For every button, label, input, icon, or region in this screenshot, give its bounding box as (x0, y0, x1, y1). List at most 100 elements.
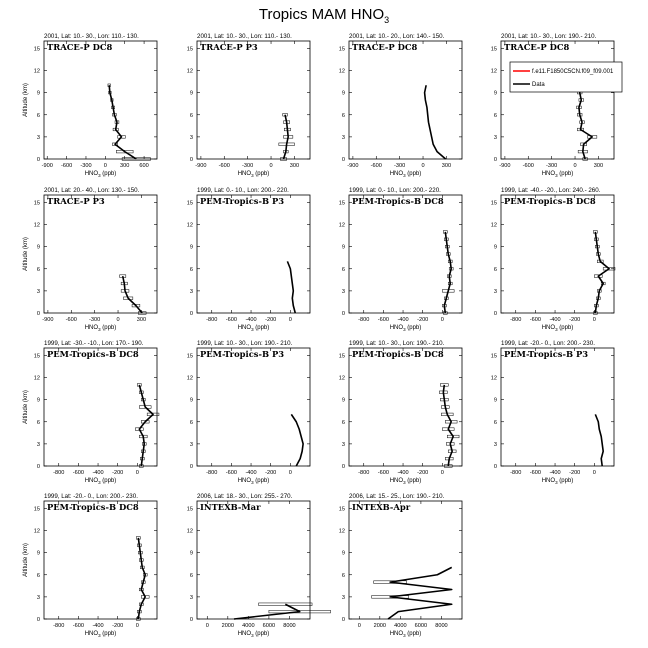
y-tick-label: 3 (190, 595, 193, 601)
y-tick-label: 6 (342, 573, 345, 579)
data-series-line (443, 231, 452, 314)
x-tick-label: -300 (394, 163, 405, 169)
x-tick-label: -300 (242, 163, 253, 169)
campaign-label: TRACE-P DC8 (47, 42, 113, 52)
y-tick-label: 3 (37, 289, 40, 295)
x-tick-label: 600 (139, 163, 148, 169)
panel-6: 1999, Lat: 0.- 10., Lon: 200.- 220. 0 3 6 9 1… (187, 187, 311, 332)
campaign-label: TRACE-P P3 (200, 42, 258, 52)
y-tick-label: 3 (494, 135, 497, 141)
data-series-line (442, 384, 454, 467)
plot-frame (43, 347, 158, 467)
panel-title: 1999, Lat: 0.- 10., Lon: 200.- 220. (349, 187, 441, 194)
legend-model-label: f.e11.F1850C5CN.f09_f09.001 (532, 69, 614, 75)
x-tick-label: -600 (378, 470, 389, 476)
x-axis-label: HNO3 (ppb) (85, 171, 117, 178)
x-tick-label: 0 (269, 163, 272, 169)
x-axis-label-subscript: 3 (251, 480, 254, 485)
y-tick-label: 3 (190, 442, 193, 448)
y-tick-label: 0 (37, 464, 40, 470)
panel-4: 2001, Lat: 10.- 30., Lon: 190.- 210. 0 3 6 9… (491, 33, 615, 178)
x-tick-label: -200 (417, 470, 428, 476)
x-axis-label-unit: (ppb) (254, 325, 270, 331)
y-tick-label: 12 (339, 69, 345, 75)
x-axis-label-unit: (ppb) (101, 325, 117, 331)
y-tick-label: 6 (37, 113, 40, 119)
y-tick-label: 12 (491, 376, 497, 382)
x-tick-label: -200 (265, 470, 276, 476)
panel-11: 1999, Lat: 10.- 30., Lon: 190.- 210. 0 3 6 9… (339, 340, 463, 485)
x-axis-label: HNO3 (ppb) (238, 478, 270, 485)
campaign-label: PEM-Tropics-B DC8 (352, 196, 444, 206)
x-tick-label: -900 (499, 163, 510, 169)
y-tick-label: 3 (494, 289, 497, 295)
panel-title: 1999, Lat: 10.- 30., Lon: 190.- 210. (349, 340, 445, 347)
data-series-line (594, 231, 610, 314)
x-tick-label: -800 (358, 470, 369, 476)
data-series-line (286, 261, 297, 314)
y-tick-label: 0 (342, 617, 345, 623)
x-tick-label: -900 (42, 317, 53, 323)
y-tick-label: 6 (190, 267, 193, 273)
x-tick-label: -200 (265, 317, 276, 323)
panel-title: 1999, Lat: -30.- -10., Lon: 170.- 190. (44, 340, 144, 347)
x-axis-label-main: HNO (85, 325, 99, 331)
x-tick-label: 0 (593, 470, 596, 476)
plot-frame (196, 500, 311, 620)
x-tick-label: 0 (206, 623, 209, 629)
x-tick-label: -800 (206, 470, 217, 476)
y-tick-label: 6 (494, 113, 497, 119)
campaign-label: INTEXB-Mar (200, 502, 261, 512)
y-axis-label: Altitude (km) (23, 543, 29, 577)
x-tick-label: 300 (594, 163, 603, 169)
x-tick-label: 0 (136, 470, 139, 476)
x-axis-label: HNO3 (ppb) (542, 325, 574, 332)
y-tick-label: 9 (190, 398, 193, 404)
panel-2: 2001, Lat: 10.- 30., Lon: 110.- 130. 0 3 6 9… (187, 33, 311, 178)
campaign-label: TRACE-P DC8 (504, 42, 570, 52)
y-tick-label: 9 (342, 398, 345, 404)
x-tick-label: 0 (593, 317, 596, 323)
y-tick-label: 6 (342, 113, 345, 119)
x-tick-label: 0 (116, 317, 119, 323)
x-tick-label: 300 (290, 163, 299, 169)
y-tick-label: 0 (37, 311, 40, 317)
panel-5: 2001, Lat: 20.- 40., Lon: 130.- 150. 0 3 6 9… (23, 187, 158, 332)
x-axis-label-unit: (ppb) (101, 631, 117, 637)
plot-frame (500, 194, 615, 314)
x-axis-label-unit: (ppb) (406, 631, 422, 637)
panel-title: 1999, Lat: -20.- 0., Lon: 200.- 230. (501, 340, 595, 347)
x-tick-label: 300 (442, 163, 451, 169)
error-bar (602, 267, 616, 271)
y-tick-label: 6 (190, 420, 193, 426)
x-tick-label: 0 (104, 163, 107, 169)
y-tick-label: 12 (187, 69, 193, 75)
x-axis-label-main: HNO (542, 171, 556, 177)
x-tick-label: -800 (53, 470, 64, 476)
y-tick-label: 9 (494, 245, 497, 251)
x-tick-label: -200 (112, 623, 123, 629)
x-tick-label: 4000 (394, 623, 406, 629)
y-tick-label: 6 (342, 267, 345, 273)
panel-3: 2001, Lat: 10.- 20., Lon: 140.- 150. 0 3 6 9… (339, 33, 463, 178)
x-tick-label: -200 (569, 317, 580, 323)
x-axis-label: HNO3 (ppb) (238, 171, 270, 178)
x-axis-label: HNO3 (ppb) (238, 631, 270, 638)
x-axis-label-subscript: 3 (98, 480, 101, 485)
panel-title: 2006, Lat: 15.- 25., Lon: 190.- 210. (349, 493, 445, 500)
panel-title: 1999, Lat: 10.- 30., Lon: 190.- 210. (197, 340, 293, 347)
y-tick-label: 15 (339, 506, 345, 512)
y-tick-label: 12 (187, 376, 193, 382)
x-tick-label: -600 (523, 163, 534, 169)
x-axis-label: HNO3 (ppb) (85, 325, 117, 332)
y-tick-label: 12 (187, 529, 193, 535)
campaign-label: PEM-Tropics-B DC8 (47, 502, 139, 512)
error-bar (117, 135, 126, 139)
x-axis-label-main: HNO (390, 631, 404, 637)
y-tick-label: 12 (34, 376, 40, 382)
data-series-line (121, 275, 143, 314)
panel-title: 2001, Lat: 10.- 30., Lon: 110.- 130. (44, 33, 139, 40)
y-tick-label: 15 (187, 46, 193, 52)
x-tick-label: -900 (347, 163, 358, 169)
y-tick-label: 0 (37, 617, 40, 623)
